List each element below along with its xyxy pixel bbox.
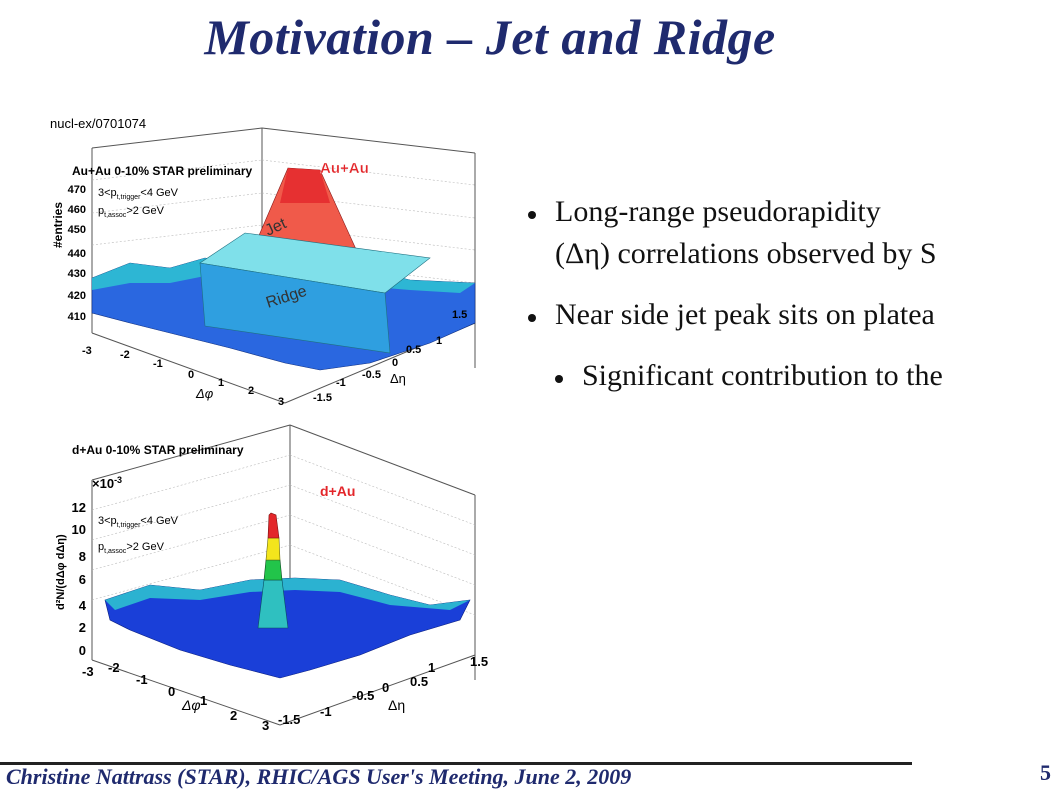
svg-text:2: 2 [248,385,254,397]
svg-text:-1: -1 [136,672,148,687]
dau-correlation-plot: d+Au 0-10% STAR preliminary d+Au ×10-3 3… [55,424,488,732]
svg-text:-2: -2 [120,349,130,361]
dau-peak-green [263,559,283,581]
auau-correlation-plot: nucl-ex/0701074 Jet Ridge Au+Au 0-10% ST… [50,116,476,408]
dau-eta-axis-ticks: -1.5 -1 -0.5 0 0.5 1 1.5 [278,654,488,727]
jet-peak-top [280,168,330,203]
dau-phi-axis-label: Δφ [181,697,201,713]
dau-z-axis-ticks: 12 10 8 6 4 2 0 [72,500,87,658]
svg-text:-1: -1 [153,358,163,370]
svg-text:8: 8 [79,549,86,564]
svg-text:0: 0 [79,643,86,658]
dau-header: d+Au 0-10% STAR preliminary [72,443,244,457]
svg-text:470: 470 [68,184,86,196]
bullet-dot [528,211,536,219]
ridge-face [199,262,391,354]
svg-text:1: 1 [436,335,442,347]
svg-text:1: 1 [200,693,207,708]
dau-base-highlight [105,578,470,610]
scale-factor: ×10-3 [92,475,122,491]
svg-text:3: 3 [262,718,269,732]
dau-trigger-cut: 3<pt,trigger<4 GeV [98,515,179,529]
svg-text:-0.5: -0.5 [352,688,374,703]
z-axis-label: #entries [51,202,65,248]
svg-text:1: 1 [428,660,435,675]
svg-text:440: 440 [68,248,86,260]
assoc-cut: pt,assoc>2 GeV [98,205,165,219]
svg-text:-1.5: -1.5 [278,712,300,727]
svg-text:6: 6 [79,572,86,587]
dau-z-axis-label: d²N/(dΔφ dΔη) [55,534,67,610]
svg-text:-0.5: -0.5 [362,369,381,381]
bullet-text: Long-range pseudorapidity [555,195,881,228]
auau-header: Au+Au 0-10% STAR preliminary [72,164,252,178]
phi-axis-ticks: -3 -2 -1 0 1 2 3 [82,345,284,408]
svg-text:1.5: 1.5 [470,654,488,669]
z-axis-ticks: 470 460 450 440 430 420 410 [68,184,86,323]
bullet-dot [555,375,563,383]
svg-text:0: 0 [188,369,194,381]
eta-axis-label: Δη [390,371,406,386]
eta-axis-ticks: -1.5 -1 -0.5 0 0.5 1 1.5 [313,309,467,404]
svg-text:0.5: 0.5 [410,674,428,689]
svg-text:1.5: 1.5 [452,309,467,321]
svg-text:0: 0 [382,680,389,695]
plot-frame-bottom [91,424,476,726]
svg-text:-3: -3 [82,664,94,679]
svg-text:460: 460 [68,204,86,216]
svg-text:2: 2 [79,620,86,635]
svg-text:420: 420 [68,290,86,302]
dau-assoc-cut: pt,assoc>2 GeV [98,541,165,555]
footer-rule [0,762,912,765]
svg-text:450: 450 [68,224,86,236]
svg-text:-1: -1 [336,377,346,389]
svg-text:-2: -2 [108,660,120,675]
bullet-text: Significant contribution to the [582,359,943,392]
slide-title: Motivation – Jet and Ridge [204,9,776,65]
trigger-cut: 3<pt,trigger<4 GeV [98,187,179,201]
svg-text:-1.5: -1.5 [313,392,332,404]
dau-phi-axis-ticks: -3 -2 -1 0 1 2 3 [82,660,269,732]
svg-text:410: 410 [68,311,86,323]
footer-text: Christine Nattrass (STAR), RHIC/AGS User… [6,764,632,789]
svg-text:3: 3 [278,396,284,408]
svg-text:-1: -1 [320,704,332,719]
svg-text:1: 1 [218,377,224,389]
svg-text:4: 4 [79,598,87,613]
bullet-text: Near side jet peak sits on platea [555,298,935,331]
phi-axis-label: Δφ [195,386,214,401]
svg-text:0: 0 [168,684,175,699]
svg-text:0.5: 0.5 [406,344,421,356]
svg-text:430: 430 [68,268,86,280]
reference-label: nucl-ex/0701074 [50,116,146,131]
dau-peak-red [267,512,280,539]
auau-system-label: Au+Au [320,160,369,177]
bullet-text: (Δη) correlations observed by S [555,237,937,270]
svg-text:12: 12 [72,500,86,515]
svg-text:2: 2 [230,708,237,723]
svg-text:10: 10 [72,522,86,537]
dau-system-label: d+Au [320,483,355,499]
svg-text:0: 0 [392,357,398,369]
dau-eta-axis-label: Δη [388,697,405,713]
dau-peak-yellow [265,537,281,561]
plot-frame [91,127,476,404]
page-number: 5 [1040,760,1051,785]
svg-text:-3: -3 [82,345,92,357]
bullet-dot [528,314,536,322]
